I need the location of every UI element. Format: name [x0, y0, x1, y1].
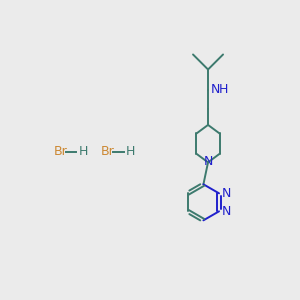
Text: H: H [79, 145, 88, 158]
Text: N: N [211, 83, 220, 96]
Text: Br: Br [100, 145, 114, 158]
Text: Br: Br [53, 145, 67, 158]
Text: H: H [126, 145, 135, 158]
Text: H: H [219, 83, 229, 96]
Text: N: N [203, 155, 213, 168]
Text: N: N [221, 187, 231, 200]
Text: N: N [221, 205, 231, 218]
